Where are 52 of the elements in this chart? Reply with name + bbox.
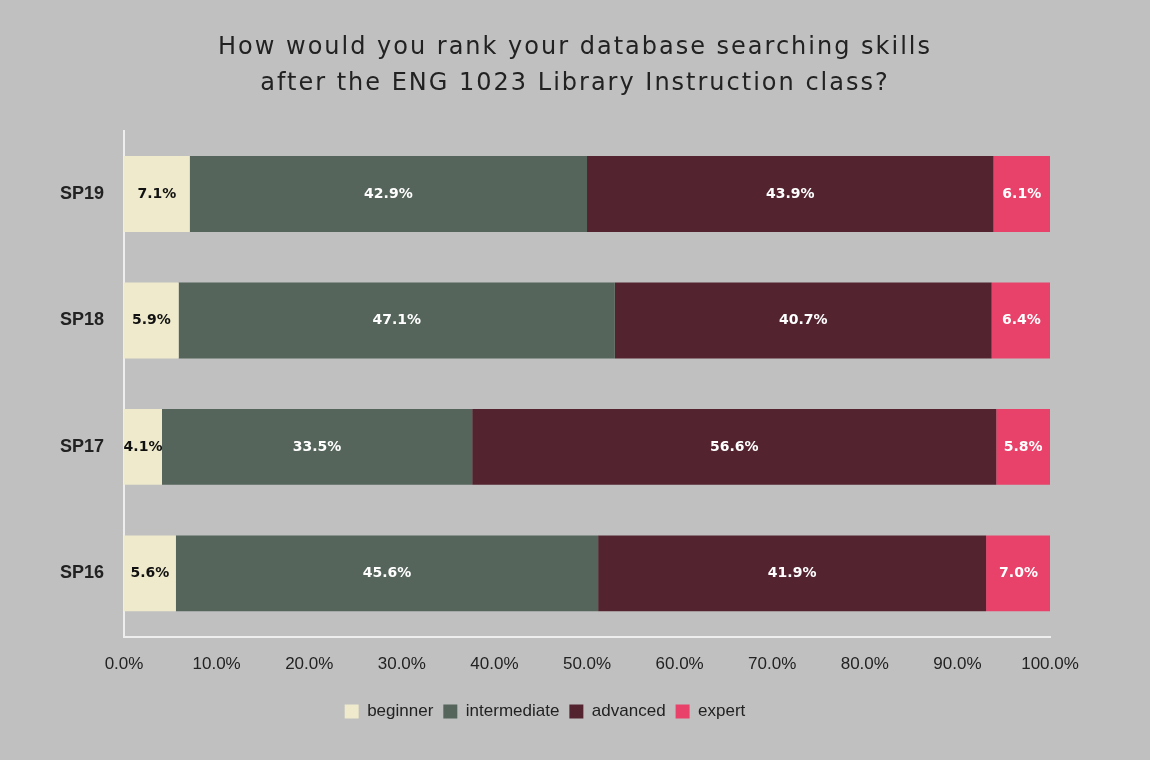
x-tick-label: 50.0% bbox=[562, 654, 612, 674]
bar bbox=[993, 156, 1050, 232]
bar bbox=[614, 282, 992, 359]
x-tick-label: 10.0% bbox=[192, 654, 241, 674]
chart-title: How would you rank your database searching skills after the ENG 1023 Library Instruction class? bbox=[217, 31, 933, 98]
bar bbox=[991, 282, 1050, 359]
data-label: 42.9% bbox=[364, 184, 413, 201]
bar bbox=[986, 535, 1050, 612]
bar bbox=[996, 408, 1050, 485]
bar bbox=[598, 535, 987, 612]
bar bbox=[124, 535, 176, 612]
data-label: 45.6% bbox=[362, 564, 412, 581]
data-label: 4.1% bbox=[123, 437, 163, 454]
bar bbox=[587, 156, 994, 232]
data-label: 47.1% bbox=[372, 311, 422, 328]
data-label: 5.6% bbox=[130, 564, 170, 581]
bar bbox=[162, 408, 473, 485]
data-label: 6.4% bbox=[1001, 311, 1041, 328]
bar bbox=[124, 282, 179, 359]
bar bbox=[175, 535, 599, 612]
y-tick-label: SP19 bbox=[59, 182, 105, 203]
bar bbox=[178, 282, 615, 359]
y-tick-label: SP16 bbox=[59, 562, 105, 583]
data-label: 6.1% bbox=[1002, 184, 1042, 201]
bar bbox=[472, 408, 997, 485]
x-tick-label: 60.0% bbox=[655, 654, 704, 674]
x-tick-label: 90.0% bbox=[933, 654, 982, 674]
bar bbox=[124, 408, 162, 485]
x-tick-label: 70.0% bbox=[748, 654, 797, 674]
x-tick-label: 0.0% bbox=[104, 654, 144, 674]
data-label: 40.7% bbox=[778, 311, 828, 328]
data-label: 5.9% bbox=[131, 311, 171, 328]
y-tick-label: SP18 bbox=[59, 309, 105, 330]
data-label: 41.9% bbox=[767, 564, 817, 581]
x-tick-label: 20.0% bbox=[285, 654, 334, 674]
legend-label: advanced bbox=[591, 701, 666, 721]
x-tick-label: 40.0% bbox=[470, 654, 519, 674]
bar bbox=[124, 156, 190, 232]
data-label: 33.5% bbox=[292, 437, 342, 454]
x-tick-label: 80.0% bbox=[840, 654, 889, 674]
x-tick-label: 100.0% bbox=[1021, 654, 1079, 674]
data-label: 7.1% bbox=[137, 184, 177, 201]
x-tick-label: 30.0% bbox=[377, 654, 426, 674]
data-label: 7.0% bbox=[999, 564, 1038, 581]
legend-label: expert bbox=[698, 701, 746, 721]
data-label: 5.8% bbox=[1003, 437, 1043, 454]
data-label: 56.6% bbox=[709, 437, 759, 454]
legend-label: beginner bbox=[367, 701, 434, 721]
legend-label: intermediate bbox=[465, 701, 560, 721]
bar bbox=[189, 156, 588, 232]
y-tick-label: SP17 bbox=[59, 435, 105, 456]
data-label: 43.9% bbox=[765, 184, 815, 201]
